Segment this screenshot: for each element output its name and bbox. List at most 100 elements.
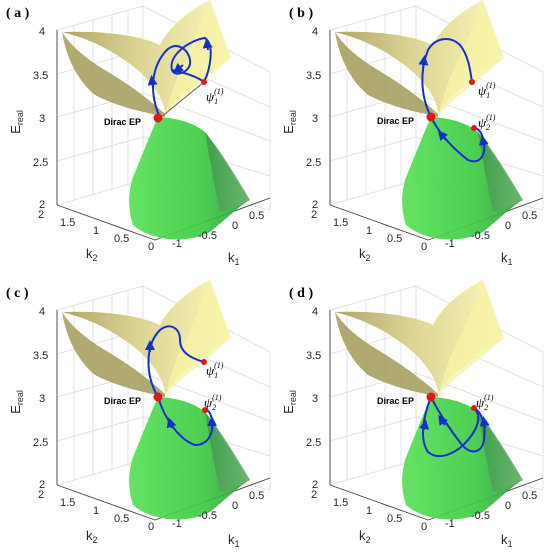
y-tick-label: 0 bbox=[421, 241, 427, 253]
psi-label: ψ2(1) bbox=[476, 393, 494, 412]
lower-surface-right bbox=[205, 132, 250, 212]
psi-point bbox=[201, 79, 207, 85]
z-tick-label: 3.5 bbox=[306, 350, 321, 362]
panel-b-text: ( b ) 4 3.5 3 2.5 2 2 1.5 1 0.5 0 -1 -0.… bbox=[281, 6, 537, 267]
psi-label: ψ1(1) bbox=[478, 81, 496, 100]
x-tick-label: -0.5 bbox=[471, 230, 490, 242]
y-tick-label: 2 bbox=[311, 209, 317, 221]
z-axis-label: Ereal bbox=[8, 110, 25, 134]
psi-point bbox=[201, 359, 207, 365]
panel-b bbox=[329, 0, 544, 241]
ep-label: Dirac EP bbox=[377, 116, 414, 126]
x-tick-label: -0.5 bbox=[198, 230, 217, 242]
z-tick-label: 2 bbox=[312, 479, 318, 491]
loop-arrow bbox=[437, 130, 449, 142]
panel-d-text: ( d ) 4 3.5 3 2.5 2 2 1.5 1 0.5 0 -1 -0.… bbox=[281, 286, 537, 549]
ep-label: Dirac EP bbox=[377, 396, 414, 406]
upper-surface-right bbox=[438, 0, 504, 117]
y-tick-label: 1.5 bbox=[333, 217, 348, 229]
panel-label: ( c ) bbox=[6, 286, 29, 301]
z-tick-label: 4 bbox=[312, 306, 318, 318]
z-tick-label: 2.5 bbox=[306, 437, 321, 449]
z-tick-label: 3 bbox=[39, 113, 45, 125]
y-axis-label: k2 bbox=[359, 246, 371, 263]
loop-trajectory bbox=[147, 325, 205, 398]
y-ticks: 2 1.5 1 0.5 0 bbox=[38, 489, 154, 533]
loop-arrow bbox=[418, 55, 429, 69]
psi-point bbox=[471, 405, 477, 411]
y-tick-label: 0 bbox=[148, 241, 154, 253]
y-tick-label: 0 bbox=[148, 521, 154, 533]
y-tick-label: 0.5 bbox=[114, 233, 129, 245]
y-tick-label: 0.5 bbox=[114, 513, 129, 525]
y-tick-label: 1 bbox=[93, 225, 99, 237]
z-axis-label: Ereal bbox=[281, 110, 298, 134]
x-tick-label: 0.5 bbox=[522, 490, 537, 502]
z-ticks: 4 3.5 3 2.5 2 bbox=[306, 26, 321, 211]
z-axis-label: Ereal bbox=[8, 390, 25, 414]
x-tick-label: 0.5 bbox=[522, 210, 537, 222]
z-tick-label: 2 bbox=[39, 479, 45, 491]
y-tick-label: 2 bbox=[38, 489, 44, 501]
x-axis-label: k1 bbox=[228, 250, 240, 267]
x-ticks: -1 -0.5 0 0.5 bbox=[445, 490, 537, 530]
upper-surface-front bbox=[335, 32, 438, 117]
x-axis-label: k1 bbox=[501, 250, 513, 267]
ep-label: Dirac EP bbox=[104, 117, 141, 127]
upper-surface-right bbox=[438, 280, 504, 397]
x-tick-label: -1 bbox=[172, 518, 182, 530]
x-tick-label: -0.5 bbox=[198, 510, 217, 522]
z-tick-label: 2.5 bbox=[33, 437, 48, 449]
loop-trajectory bbox=[421, 38, 473, 118]
y-tick-label: 0.5 bbox=[387, 233, 402, 245]
upper-surface-right bbox=[165, 280, 231, 397]
y-axis-label: k2 bbox=[86, 528, 98, 545]
panel-label: ( a ) bbox=[6, 6, 30, 21]
x-tick-label: -1 bbox=[445, 518, 455, 530]
y-tick-label: 1.5 bbox=[60, 497, 75, 509]
z-tick-label: 4 bbox=[39, 26, 45, 38]
panel-c bbox=[56, 280, 271, 521]
ep-point bbox=[426, 112, 436, 122]
panel-c-text: ( c ) 4 3.5 3 2.5 2 2 1.5 1 0.5 0 -1 -0.… bbox=[6, 286, 264, 549]
loop-arrow bbox=[173, 62, 185, 74]
lower-surface-right bbox=[478, 412, 523, 492]
z-ticks: 4 3.5 3 2.5 2 bbox=[33, 26, 48, 211]
upper-surface-front bbox=[335, 312, 438, 397]
y-ticks: 2 1.5 1 0.5 0 bbox=[311, 489, 427, 533]
ep-point bbox=[153, 113, 163, 123]
y-tick-label: 1 bbox=[93, 505, 99, 517]
z-tick-label: 3 bbox=[312, 113, 318, 125]
panel-d bbox=[329, 280, 544, 521]
z-tick-label: 3 bbox=[312, 393, 318, 405]
z-tick-label: 3.5 bbox=[33, 70, 48, 82]
loop-trajectory bbox=[430, 116, 486, 163]
lower-surface-right bbox=[478, 132, 523, 212]
y-tick-label: 1.5 bbox=[333, 497, 348, 509]
psi-label: ψ2(1) bbox=[478, 113, 496, 132]
upper-surface-right bbox=[165, 0, 231, 117]
z-tick-label: 4 bbox=[312, 26, 318, 38]
x-tick-label: -1 bbox=[445, 238, 455, 250]
ep-point bbox=[426, 392, 436, 402]
x-tick-label: -1 bbox=[172, 238, 182, 250]
z-ticks: 4 3.5 3 2.5 2 bbox=[33, 306, 48, 491]
x-tick-label: 0 bbox=[505, 500, 511, 512]
lower-surface-right bbox=[205, 412, 250, 492]
z-tick-label: 2.5 bbox=[306, 157, 321, 169]
loop-arrow bbox=[166, 417, 177, 429]
x-tick-label: 0.5 bbox=[249, 490, 264, 502]
x-tick-label: 0 bbox=[232, 500, 238, 512]
x-ticks: -1 -0.5 0 0.5 bbox=[172, 490, 264, 530]
z-tick-label: 3.5 bbox=[33, 350, 48, 362]
y-tick-label: 1.5 bbox=[60, 217, 75, 229]
y-tick-label: 1 bbox=[366, 505, 372, 517]
panel-label: ( d ) bbox=[289, 286, 313, 301]
panel-label: ( b ) bbox=[289, 6, 313, 21]
x-tick-label: 0 bbox=[232, 220, 238, 232]
x-tick-label: 0 bbox=[505, 220, 511, 232]
x-axis-label: k1 bbox=[501, 532, 513, 549]
x-axis-label: k1 bbox=[228, 532, 240, 549]
y-tick-label: 0 bbox=[421, 521, 427, 533]
y-tick-label: 2 bbox=[311, 489, 317, 501]
